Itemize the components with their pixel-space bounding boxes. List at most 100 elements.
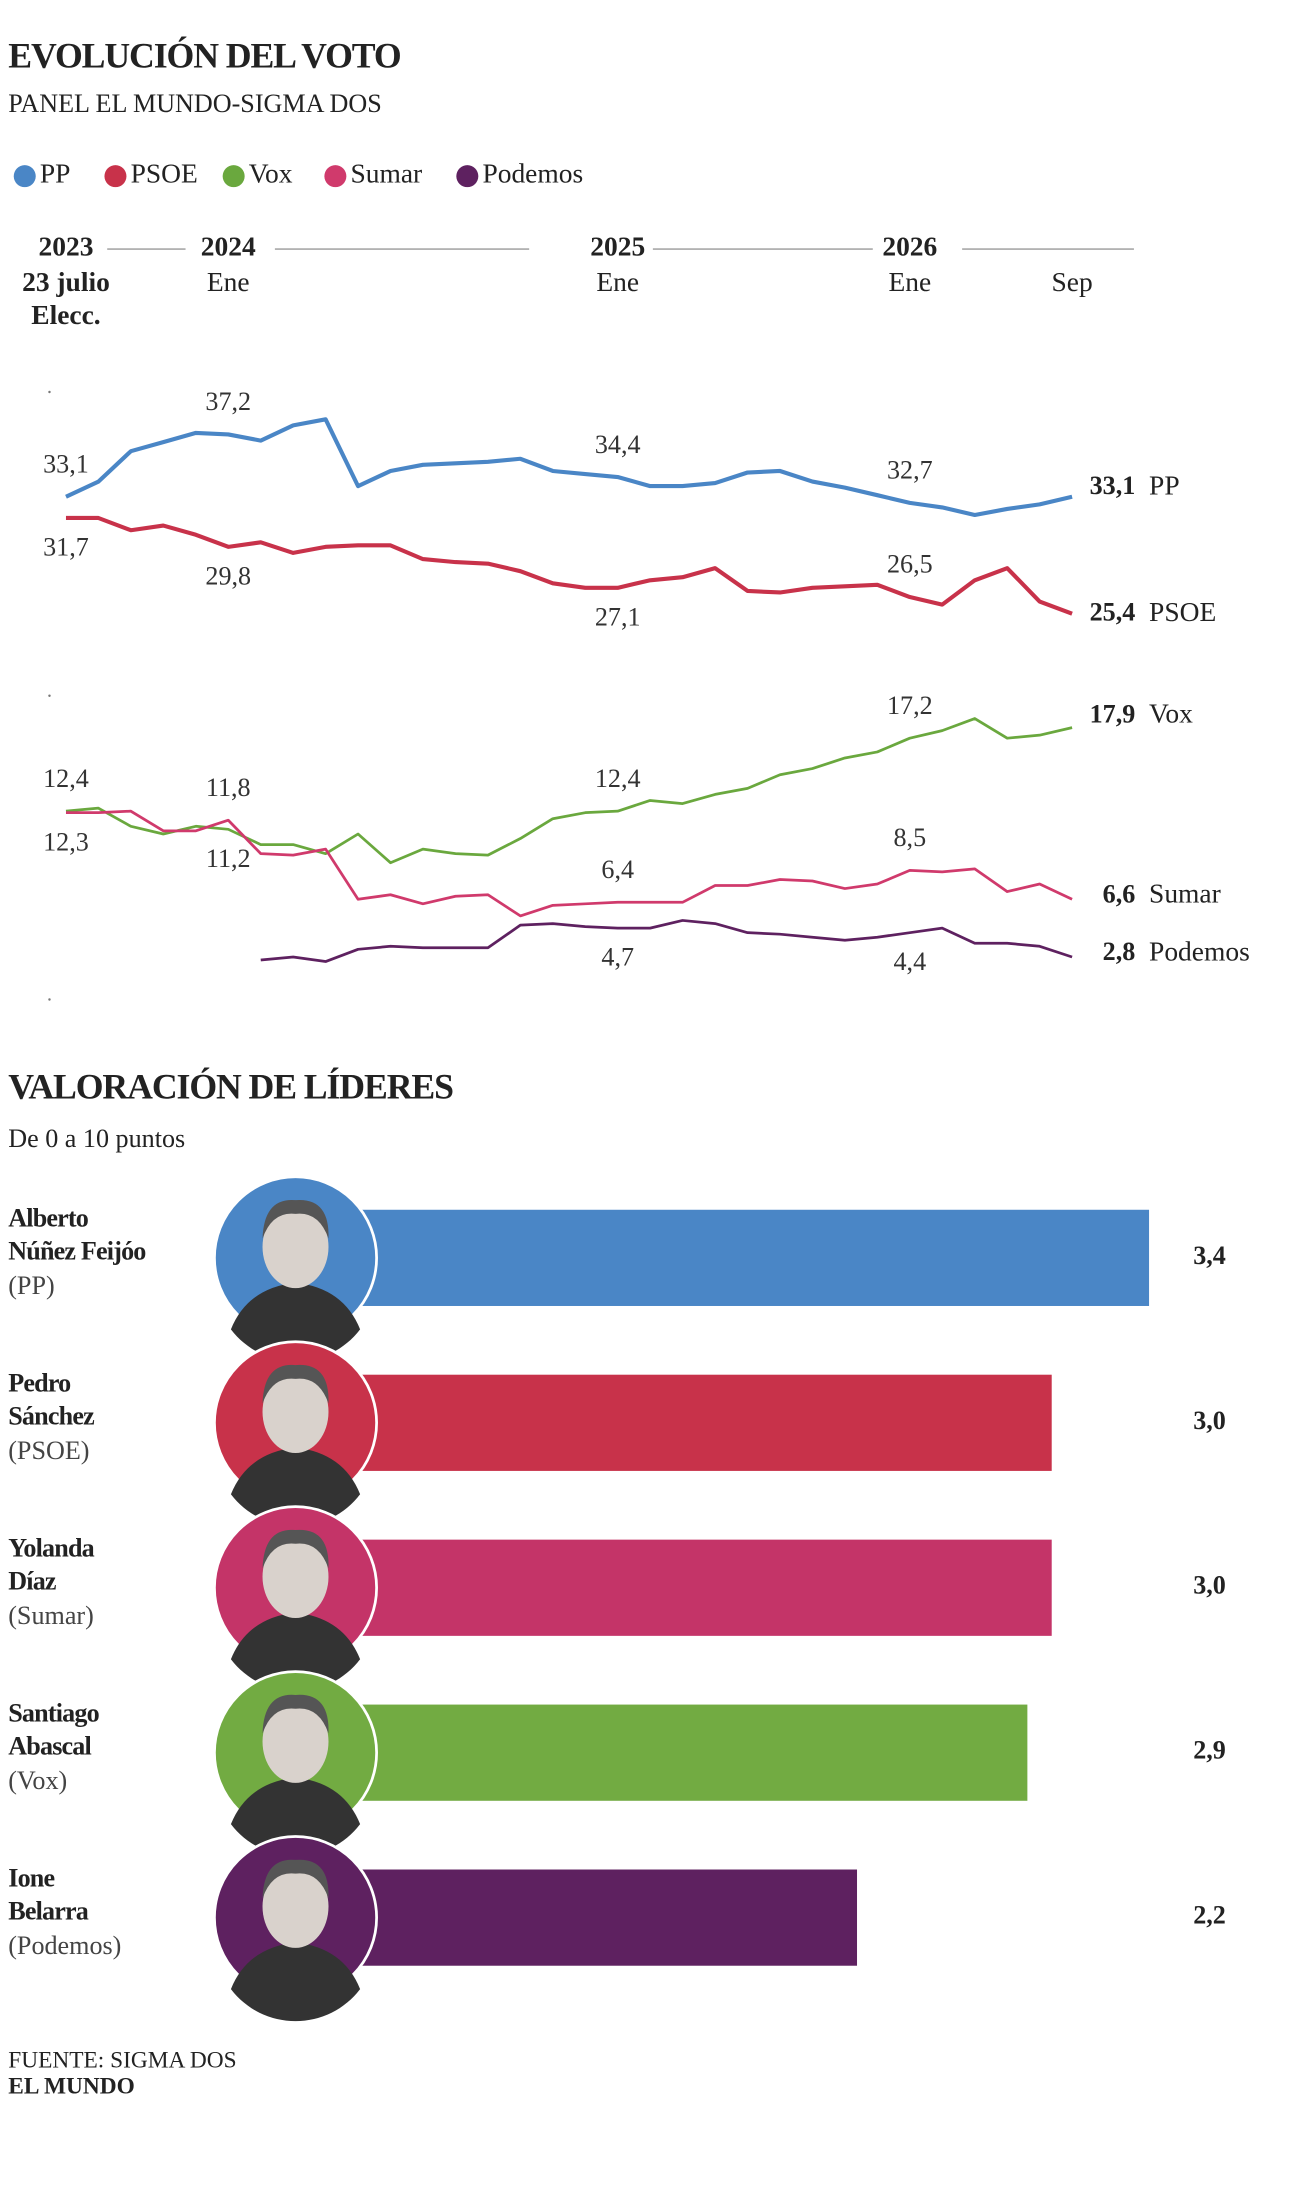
chart-subtitle: PANEL EL MUNDO-SIGMA DOS xyxy=(8,89,382,118)
y-tick xyxy=(48,998,51,1001)
end-value-label: 6,6 xyxy=(1103,879,1136,908)
end-series-label: Podemos xyxy=(1149,936,1250,966)
data-label: 4,7 xyxy=(601,943,634,972)
leader-name: Abascal xyxy=(8,1732,91,1761)
data-label: 8,5 xyxy=(893,823,926,852)
bar-value-label: 3,0 xyxy=(1193,1406,1226,1435)
chart-title: EVOLUCIÓN DEL VOTO xyxy=(8,36,401,76)
end-value-label: 25,4 xyxy=(1090,598,1136,627)
data-label: 11,2 xyxy=(206,844,251,873)
leader-name: Santiago xyxy=(8,1699,99,1728)
bar-value-label: 3,0 xyxy=(1193,1571,1226,1600)
portrait-face xyxy=(262,1205,329,1289)
x-tick-label: Ene xyxy=(888,267,931,297)
chart-subtitle: De 0 a 10 puntos xyxy=(8,1124,185,1153)
data-label: 17,2 xyxy=(887,691,933,720)
portrait-hair xyxy=(262,1364,329,1404)
chart-title: VALORACIÓN DE LÍDERES xyxy=(8,1066,453,1106)
legend-swatch xyxy=(324,165,347,188)
x-year-label: 2026 xyxy=(882,231,937,261)
end-series-label: Vox xyxy=(1149,699,1193,729)
portrait-hair xyxy=(262,1199,329,1239)
brand: EL MUNDO xyxy=(8,2073,135,2099)
bar-value-label: 2,2 xyxy=(1193,1901,1226,1930)
portrait-face xyxy=(262,1370,329,1454)
legend-swatch xyxy=(104,165,127,188)
data-label: 31,7 xyxy=(43,533,89,562)
end-value-label: 33,1 xyxy=(1090,471,1136,500)
leader-name: Núñez Feijóo xyxy=(8,1237,146,1266)
data-label: 29,8 xyxy=(205,561,251,590)
legend-label: Vox xyxy=(249,158,293,188)
x-year-label: 2023 xyxy=(39,231,94,261)
bar xyxy=(321,1209,1150,1306)
portrait-figure xyxy=(230,1777,361,1857)
legend-swatch xyxy=(222,165,245,188)
data-label: 33,1 xyxy=(43,450,89,479)
data-label: 12,4 xyxy=(595,764,641,793)
x-tick-label: Ene xyxy=(596,267,639,297)
portrait-hair xyxy=(262,1694,329,1734)
data-label: 6,4 xyxy=(601,855,634,884)
data-label: 26,5 xyxy=(887,550,933,579)
legend-label: Sumar xyxy=(350,158,422,188)
leader-name: Ione xyxy=(8,1863,54,1892)
legend-label: PSOE xyxy=(131,158,198,188)
bar xyxy=(321,1704,1028,1801)
data-label: 27,1 xyxy=(595,602,641,631)
series-line xyxy=(65,417,1073,518)
end-series-label: PSOE xyxy=(1149,597,1216,627)
data-label: 12,4 xyxy=(43,764,89,793)
data-label: 4,4 xyxy=(893,947,926,976)
bar xyxy=(321,1869,858,1966)
leader-party: (PSOE) xyxy=(8,1436,89,1465)
leader-party: (Vox) xyxy=(8,1766,67,1795)
y-tick xyxy=(48,694,51,697)
data-label: 37,2 xyxy=(205,387,251,416)
portrait-hair xyxy=(262,1529,329,1569)
portrait-figure xyxy=(230,1447,361,1527)
x-year-label: 2024 xyxy=(201,231,256,261)
end-value-label: 2,8 xyxy=(1103,937,1136,966)
x-year-label: 2025 xyxy=(590,231,645,261)
y-tick xyxy=(48,390,51,394)
portrait-face xyxy=(262,1700,329,1783)
source: FUENTE: SIGMA DOS xyxy=(8,2047,236,2073)
bar-value-label: 2,9 xyxy=(1193,1736,1226,1765)
series-line xyxy=(65,809,1073,918)
data-label: 11,8 xyxy=(206,773,251,802)
end-series-label: PP xyxy=(1149,470,1180,500)
end-series-label: Sumar xyxy=(1149,879,1221,909)
leader-name: Belarra xyxy=(8,1896,89,1925)
leader-name: Díaz xyxy=(8,1567,57,1596)
legend-swatch xyxy=(13,165,36,188)
bar xyxy=(321,1539,1052,1636)
data-label: 12,3 xyxy=(43,827,89,856)
leader-party: (Sumar) xyxy=(8,1601,94,1630)
leader-name: Yolanda xyxy=(8,1534,94,1563)
portrait-face xyxy=(262,1535,329,1618)
legend-label: Podemos xyxy=(482,158,583,188)
data-label: 32,7 xyxy=(887,456,933,485)
x-tick-label: Ene xyxy=(207,267,250,297)
portrait-figure xyxy=(230,1612,361,1692)
bar-value-label: 3,4 xyxy=(1193,1241,1226,1270)
x-tick-label: 23 julio xyxy=(22,267,110,297)
data-label: 34,4 xyxy=(595,430,641,459)
leader-name: Pedro xyxy=(8,1369,71,1398)
legend-label: PP xyxy=(40,158,71,188)
series-line xyxy=(65,515,1073,616)
leader-name: Alberto xyxy=(8,1204,89,1233)
series-line xyxy=(65,717,1073,865)
portrait-face xyxy=(262,1865,329,1948)
portrait-figure xyxy=(230,1942,361,2022)
leader-party: (PP) xyxy=(8,1271,54,1300)
portrait-figure xyxy=(230,1282,361,1362)
portrait-hair xyxy=(262,1859,329,1899)
bar xyxy=(321,1374,1052,1471)
legend-swatch xyxy=(456,165,479,188)
x-tick-label: Sep xyxy=(1051,267,1092,297)
x-note: Elecc. xyxy=(31,300,100,330)
